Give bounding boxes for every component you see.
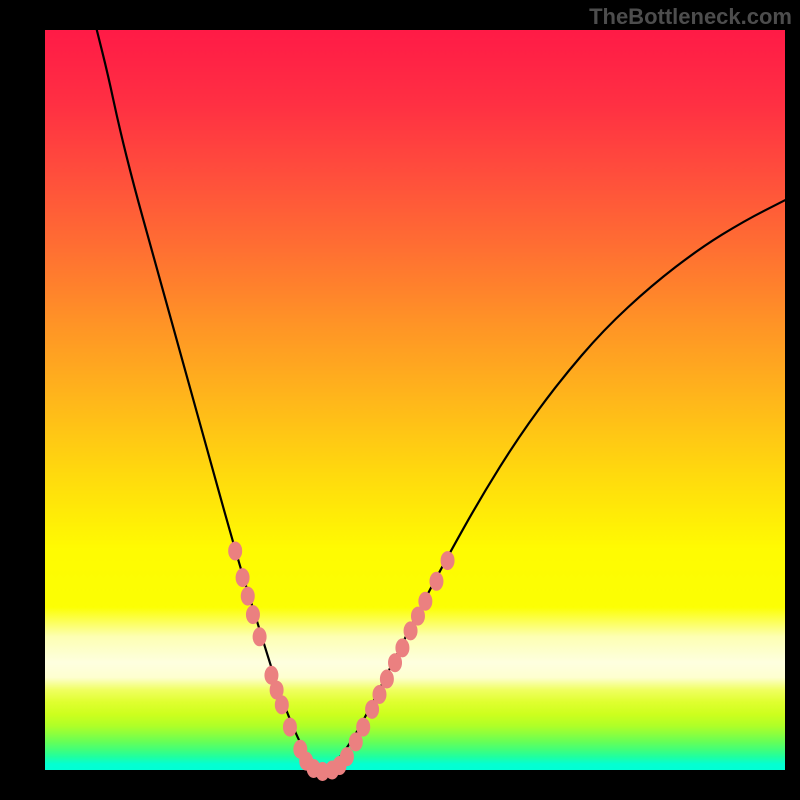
left-curve [97, 30, 320, 770]
data-marker [380, 670, 393, 688]
data-marker [246, 606, 259, 624]
chart-container: TheBottleneck.com [0, 0, 800, 800]
data-marker [396, 639, 409, 657]
data-marker [241, 587, 254, 605]
data-marker [253, 628, 266, 646]
data-marker [441, 552, 454, 570]
data-marker [283, 718, 296, 736]
data-marker [419, 592, 432, 610]
data-marker [373, 686, 386, 704]
right-curve [325, 200, 785, 770]
data-marker [340, 748, 353, 766]
data-marker [229, 542, 242, 560]
plot-area [45, 30, 785, 770]
data-marker [430, 572, 443, 590]
data-marker [236, 569, 249, 587]
curve-layer [45, 30, 785, 770]
data-marker [357, 718, 370, 736]
watermark-text: TheBottleneck.com [589, 4, 792, 30]
data-marker [275, 696, 288, 714]
